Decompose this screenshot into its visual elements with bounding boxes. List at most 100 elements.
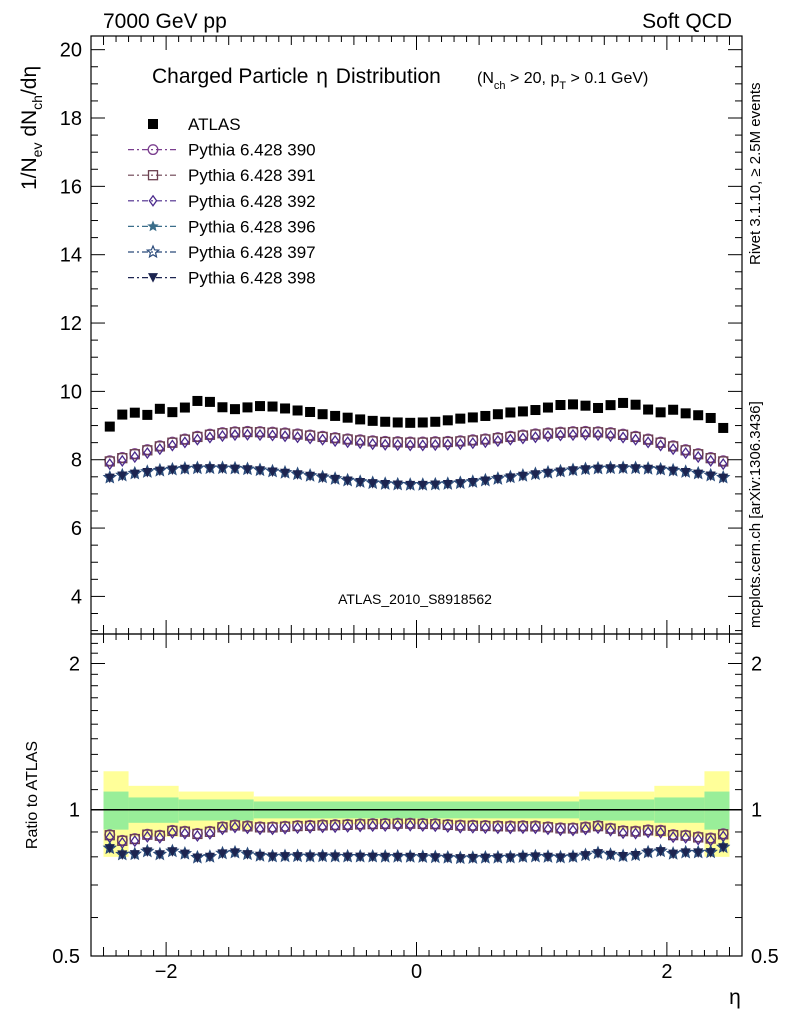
ratio-point	[655, 825, 666, 836]
atlas-point	[129, 407, 140, 418]
ratio-point	[480, 820, 491, 832]
ratio-point	[605, 850, 616, 861]
ratio-point	[556, 824, 565, 837]
ratio-point	[430, 819, 441, 830]
ratio-y-tick-label-right: 0.5	[751, 946, 779, 968]
ratio-point	[405, 852, 416, 863]
legend-marker	[148, 273, 158, 283]
ratio-point	[418, 819, 428, 833]
legend-marker	[147, 144, 159, 156]
mc-point	[342, 434, 353, 445]
mc-point	[304, 430, 316, 441]
ratio-point	[179, 826, 191, 837]
ratio-point	[179, 849, 190, 860]
mc-point	[154, 441, 166, 452]
mc-point	[455, 437, 465, 451]
mc-point	[417, 480, 428, 491]
mc-point	[405, 437, 416, 448]
ratio-point	[217, 822, 228, 833]
atlas-point	[392, 417, 403, 428]
mc-point	[681, 446, 691, 460]
ratio-point	[254, 822, 266, 833]
mc-point	[380, 479, 391, 490]
ratio-point	[442, 853, 453, 864]
mc-point	[242, 465, 253, 475]
atlas-point	[480, 410, 491, 421]
atlas-point	[580, 400, 591, 411]
legend-marker	[147, 170, 159, 181]
mc-point	[605, 428, 616, 439]
mc-point	[330, 434, 340, 448]
mc-point	[129, 469, 140, 480]
mc-point	[405, 439, 415, 452]
ratio-point	[204, 852, 215, 863]
ratio-point	[405, 819, 415, 832]
atlas-point	[167, 407, 178, 418]
ratio-point	[367, 852, 378, 863]
mc-point	[618, 431, 628, 444]
cut-a: (N	[477, 70, 494, 87]
mc-point	[392, 437, 403, 448]
ratio-point	[380, 818, 391, 830]
ratio-point	[430, 820, 440, 833]
mc-point	[368, 437, 378, 451]
ratio-point	[680, 848, 691, 858]
mc-point	[568, 428, 578, 442]
atlas-point	[455, 413, 466, 424]
ratio-point	[330, 852, 341, 862]
ratio-point	[393, 819, 403, 832]
legend-label: Pythia 6.428 397	[188, 243, 316, 262]
y-axis-label-sub: ch	[29, 95, 45, 110]
chart-title: Charged Particle η Distribution	[152, 65, 441, 88]
y-axis-label: 1/Nev dNch/dη	[18, 66, 45, 190]
legend-label: Pythia 6.428 390	[188, 141, 316, 160]
mc-point	[405, 480, 416, 491]
ratio-point	[329, 819, 341, 831]
ratio-point	[442, 819, 453, 831]
mc-point	[556, 429, 565, 442]
mc-point	[318, 433, 328, 446]
atlas-point	[280, 403, 291, 414]
y-tick-label: 14	[60, 245, 82, 267]
atlas-point	[505, 407, 516, 418]
ratio-point	[592, 821, 604, 832]
ratio-point	[205, 827, 215, 840]
atlas-point	[567, 399, 578, 410]
ratio-point	[531, 822, 540, 835]
legend-label: ATLAS	[188, 115, 241, 134]
atlas-point	[630, 399, 641, 410]
mc-point	[229, 427, 241, 438]
ratio-point	[279, 821, 291, 832]
mc-point	[505, 433, 515, 446]
atlas-point	[593, 402, 604, 413]
ratio-point	[555, 853, 566, 863]
mc-point	[480, 434, 491, 445]
mc-point	[367, 479, 378, 489]
mc-point	[292, 470, 303, 480]
y-tick-label: 8	[71, 450, 82, 472]
mc-point	[555, 427, 566, 438]
analysis-watermark: ATLAS_2010_S8918562	[338, 591, 492, 607]
ratio-point	[255, 851, 266, 862]
mc-point	[693, 449, 704, 460]
y-tick-label: 16	[60, 176, 82, 198]
atlas-point	[643, 404, 654, 415]
title-eta: η	[316, 65, 328, 88]
ratio-point	[368, 819, 378, 833]
ratio-point	[617, 825, 629, 837]
ratio-point	[355, 819, 366, 830]
ratio-point	[530, 852, 541, 862]
ratio-point	[117, 835, 128, 846]
ratio-point	[530, 821, 541, 832]
atlas-point	[355, 414, 366, 425]
atlas-point	[530, 405, 541, 416]
mc-point	[642, 434, 654, 445]
ratio-point	[380, 852, 391, 863]
ratio-point	[317, 852, 328, 862]
y-tick-label: 6	[71, 518, 82, 540]
mc-point	[254, 427, 266, 438]
mc-point	[242, 426, 253, 438]
ratio-point	[305, 821, 315, 834]
main-plot-points	[102, 395, 731, 491]
